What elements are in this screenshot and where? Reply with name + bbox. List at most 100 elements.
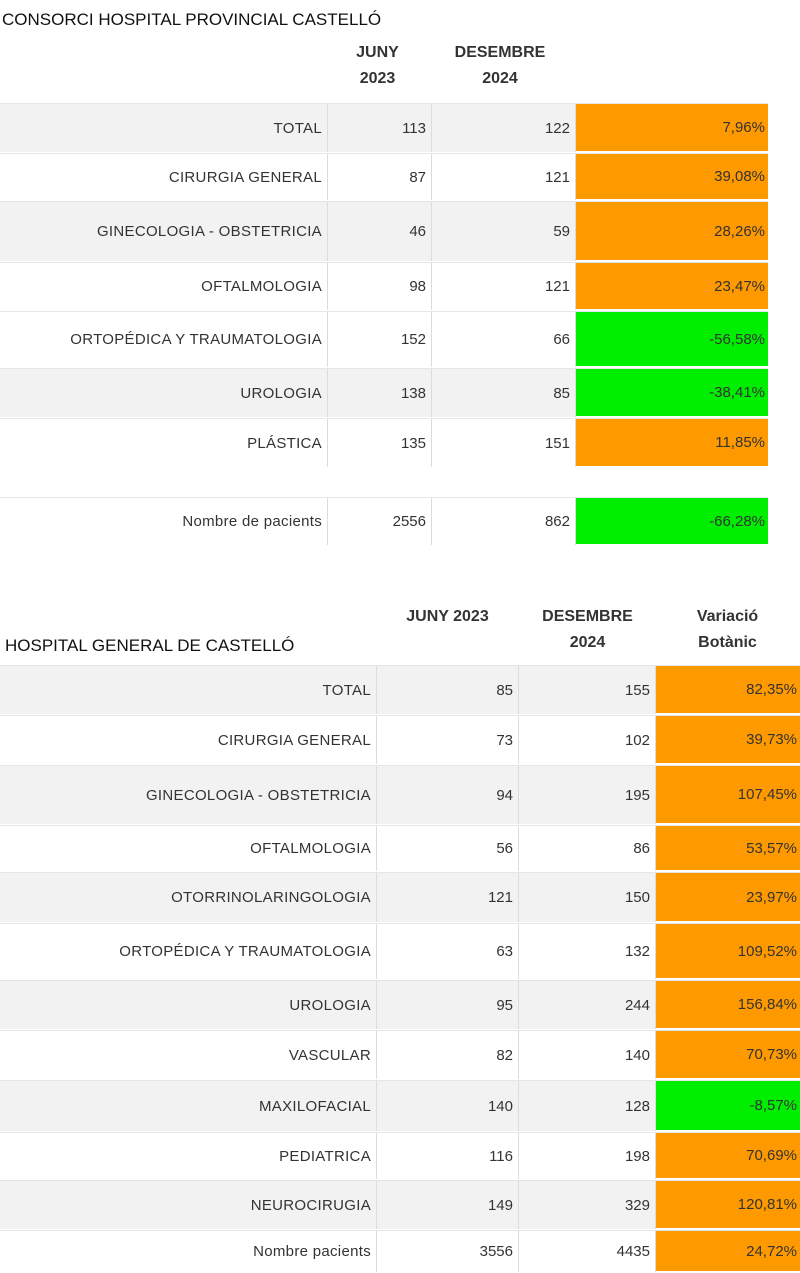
value-cell: 135 [328, 419, 432, 467]
value-cell: 132 [519, 924, 656, 979]
value-cell: 66 [432, 312, 576, 367]
variation-cell: 82,35% [656, 666, 800, 714]
value-cell: 85 [432, 369, 576, 417]
value-cell: 113 [328, 104, 432, 152]
variation-cell: 109,52% [656, 924, 800, 979]
row-label: UROLOGIA [0, 981, 377, 1029]
value-cell: 140 [377, 1081, 519, 1131]
table-row: OFTALMOLOGIA 56 86 53,57% [0, 825, 800, 872]
table-row: UROLOGIA 138 85 -38,41% [0, 368, 768, 418]
row-label: VASCULAR [0, 1031, 377, 1079]
table-row: Nombre de pacients 2556 862 -66,28% [0, 497, 768, 546]
row-label: GINECOLOGIA - OBSTETRICIA [0, 766, 377, 824]
value-cell: 82 [377, 1031, 519, 1079]
variation-cell: 53,57% [656, 826, 800, 871]
row-label: ORTOPÉDICA Y TRAUMATOLOGIA [0, 924, 377, 979]
value-cell: 63 [377, 924, 519, 979]
table-title: CONSORCI HOSPITAL PROVINCIAL CASTELLÓ [2, 10, 382, 29]
value-cell: 3556 [377, 1231, 519, 1272]
variation-cell: 39,08% [576, 154, 768, 200]
row-label: GINECOLOGIA - OBSTETRICIA [0, 202, 328, 261]
variation-cell: -8,57% [656, 1081, 800, 1131]
value-cell: 102 [519, 716, 656, 764]
value-cell: 98 [328, 263, 432, 310]
row-label: TOTAL [0, 104, 328, 152]
table-row: ORTOPÉDICA Y TRAUMATOLOGIA 152 66 -56,58% [0, 311, 768, 368]
table-row: PLÁSTICA 135 151 11,85% [0, 418, 768, 468]
variation-cell: -56,58% [576, 312, 768, 367]
column-header: DESEMBRE 2024 [542, 608, 633, 651]
value-cell: 56 [377, 826, 519, 871]
table-row: VASCULAR 82 140 70,73% [0, 1030, 800, 1080]
value-cell: 198 [519, 1133, 656, 1179]
column-header: JUNY 2023 [356, 44, 399, 87]
table-row: Nombre pacients 3556 4435 24,72% [0, 1230, 800, 1273]
row-label: OFTALMOLOGIA [0, 263, 328, 310]
variation-cell: 107,45% [656, 766, 800, 824]
value-cell: 128 [519, 1081, 656, 1131]
table-row: GINECOLOGIA - OBSTETRICIA 94 195 107,45% [0, 765, 800, 825]
row-label: CIRURGIA GENERAL [0, 716, 377, 764]
value-cell: 46 [328, 202, 432, 261]
value-cell: 121 [432, 154, 576, 200]
value-cell: 138 [328, 369, 432, 417]
value-cell: 86 [519, 826, 656, 871]
value-cell: 122 [432, 104, 576, 152]
variation-cell: 7,96% [576, 104, 768, 152]
table-row: TOTAL 85 155 82,35% [0, 665, 800, 715]
table-row: CIRURGIA GENERAL 73 102 39,73% [0, 715, 800, 765]
value-cell: 149 [377, 1181, 519, 1229]
row-label: CIRURGIA GENERAL [0, 154, 328, 200]
value-cell: 152 [328, 312, 432, 367]
table-row: ORTOPÉDICA Y TRAUMATOLOGIA 63 132 109,52% [0, 923, 800, 980]
table-row: PEDIATRICA 116 198 70,69% [0, 1132, 800, 1180]
variation-cell: 120,81% [656, 1181, 800, 1229]
value-cell: 73 [377, 716, 519, 764]
value-cell: 151 [432, 419, 576, 467]
variation-cell: 28,26% [576, 202, 768, 261]
row-label: MAXILOFACIAL [0, 1081, 377, 1131]
row-label: OFTALMOLOGIA [0, 826, 377, 871]
value-cell: 2556 [328, 498, 432, 545]
variation-cell: 39,73% [656, 716, 800, 764]
table-row: GINECOLOGIA - OBSTETRICIA 46 59 28,26% [0, 201, 768, 262]
row-label: Nombre de pacients [0, 498, 328, 545]
table-row: MAXILOFACIAL 140 128 -8,57% [0, 1080, 800, 1132]
row-label: PLÁSTICA [0, 419, 328, 467]
value-cell: 4435 [519, 1231, 656, 1272]
variation-cell: -38,41% [576, 369, 768, 417]
table-row: OTORRINOLARINGOLOGIA 121 150 23,97% [0, 872, 800, 923]
table-row: TOTAL 113 122 7,96% [0, 103, 768, 153]
variation-cell: 156,84% [656, 981, 800, 1029]
value-cell: 95 [377, 981, 519, 1029]
value-cell: 85 [377, 666, 519, 714]
row-label: OTORRINOLARINGOLOGIA [0, 873, 377, 922]
value-cell: 121 [377, 873, 519, 922]
column-header: DESEMBRE 2024 [454, 44, 546, 87]
column-header: JUNY 2023 [406, 608, 489, 625]
variation-cell: -66,28% [576, 498, 768, 545]
row-label: UROLOGIA [0, 369, 328, 417]
value-cell: 329 [519, 1181, 656, 1229]
table-row: OFTALMOLOGIA 98 121 23,47% [0, 262, 768, 311]
value-cell: 116 [377, 1133, 519, 1179]
value-cell: 150 [519, 873, 656, 922]
table-row: UROLOGIA 95 244 156,84% [0, 980, 800, 1030]
variation-cell: 24,72% [656, 1231, 800, 1272]
table-row: CIRURGIA GENERAL 87 121 39,08% [0, 153, 768, 201]
table-title: HOSPITAL GENERAL DE CASTELLÓ [5, 636, 295, 655]
row-label: Nombre pacients [0, 1231, 377, 1272]
variation-cell: 70,73% [656, 1031, 800, 1079]
value-cell: 121 [432, 263, 576, 310]
value-cell: 244 [519, 981, 656, 1029]
row-label: TOTAL [0, 666, 377, 714]
variation-cell: 70,69% [656, 1133, 800, 1179]
value-cell: 155 [519, 666, 656, 714]
value-cell: 87 [328, 154, 432, 200]
value-cell: 195 [519, 766, 656, 824]
value-cell: 94 [377, 766, 519, 824]
value-cell: 862 [432, 498, 576, 545]
row-label: NEUROCIRUGIA [0, 1181, 377, 1229]
variation-cell: 23,97% [656, 873, 800, 922]
